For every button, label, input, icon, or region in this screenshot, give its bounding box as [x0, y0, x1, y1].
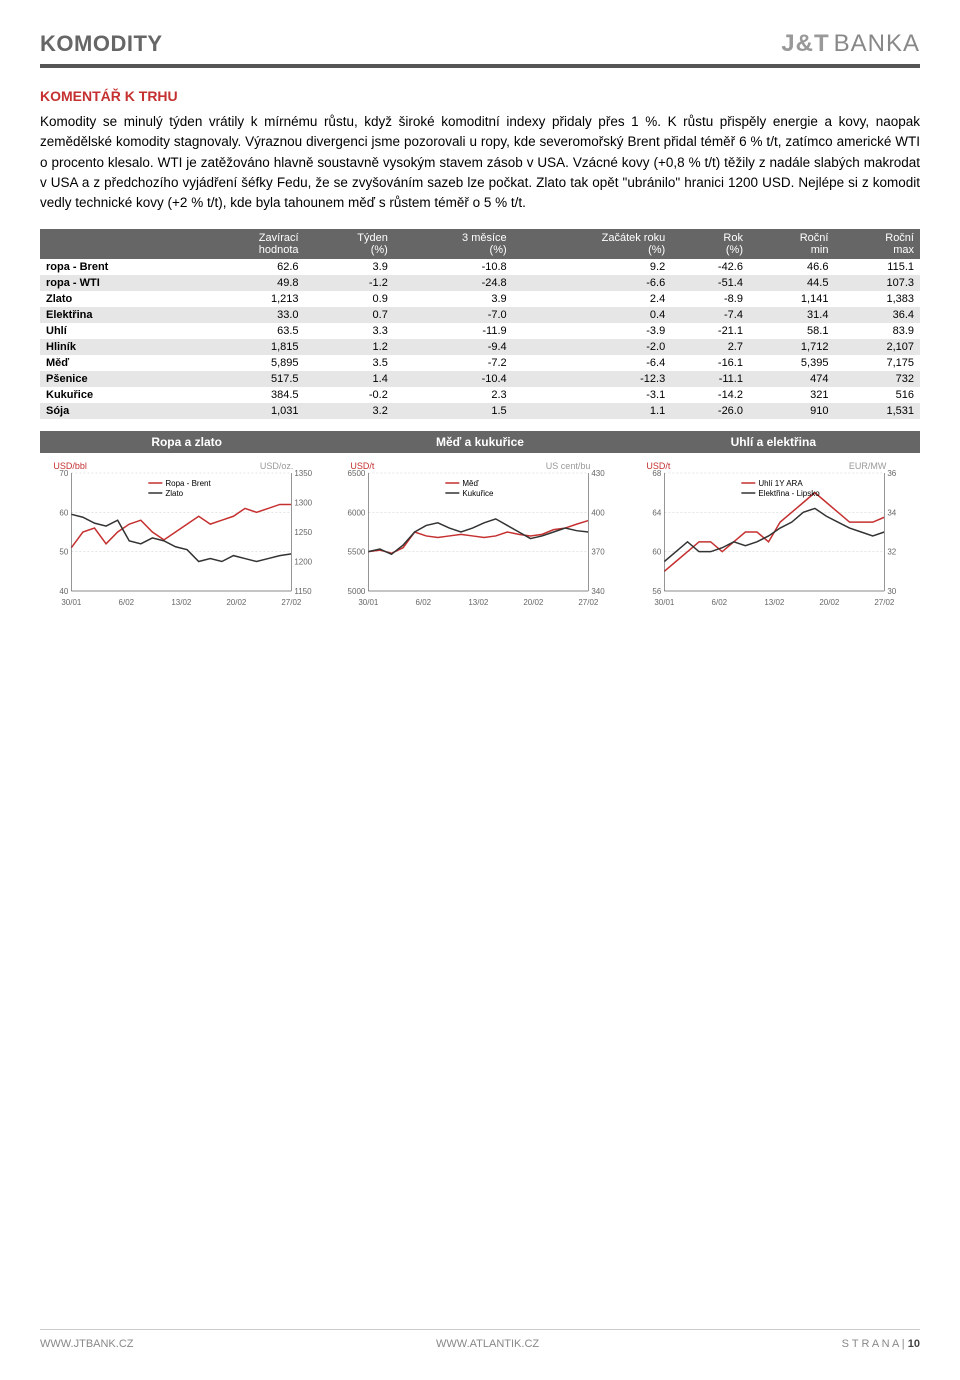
svg-text:USD/bbl: USD/bbl — [53, 461, 87, 471]
svg-text:1300: 1300 — [294, 499, 312, 508]
svg-text:34: 34 — [888, 509, 897, 518]
footer-page: S T R A N A | 10 — [842, 1338, 920, 1350]
svg-text:20/02: 20/02 — [523, 598, 544, 607]
page-header: KOMODITY J&TBANKA — [40, 30, 920, 68]
svg-text:400: 400 — [591, 509, 605, 518]
svg-text:30/01: 30/01 — [358, 598, 379, 607]
chart3: 566064683032343630/016/0213/0220/0227/02… — [633, 459, 920, 614]
svg-text:Ropa - Brent: Ropa - Brent — [165, 479, 211, 488]
table-row: Hliník1,8151.2-9.4-2.02.71,7122,107 — [40, 339, 920, 355]
charts-row: 405060701150120012501300135030/016/0213/… — [40, 459, 920, 614]
logo: J&TBANKA — [781, 30, 920, 58]
table-header: Ročnímin — [749, 229, 834, 259]
commodities-table: ZavíracíhodnotaTýden(%)3 měsíce(%)Začáte… — [40, 229, 920, 419]
table-row: Kukuřice384.5-0.22.3-3.1-14.2321516 — [40, 387, 920, 403]
svg-text:40: 40 — [59, 587, 68, 596]
chart2-title: Měď a kukuřice — [333, 431, 626, 453]
table-row: ropa - WTI49.8-1.2-24.8-6.6-51.444.5107.… — [40, 275, 920, 291]
chart3-title: Uhlí a elektřina — [627, 431, 920, 453]
logo-jt: J&T — [781, 30, 829, 57]
svg-text:13/02: 13/02 — [765, 598, 786, 607]
header-title: KOMODITY — [40, 31, 163, 57]
table-header: Týden(%) — [305, 229, 394, 259]
svg-text:6/02: 6/02 — [712, 598, 728, 607]
svg-text:27/02: 27/02 — [578, 598, 599, 607]
svg-text:USD/t: USD/t — [350, 461, 375, 471]
table-header: 3 měsíce(%) — [394, 229, 513, 259]
svg-text:27/02: 27/02 — [875, 598, 896, 607]
svg-text:340: 340 — [591, 587, 605, 596]
svg-text:6/02: 6/02 — [415, 598, 431, 607]
svg-text:20/02: 20/02 — [226, 598, 247, 607]
svg-text:60: 60 — [59, 509, 68, 518]
svg-text:30/01: 30/01 — [655, 598, 676, 607]
table-header: Ročnímax — [834, 229, 920, 259]
svg-text:EUR/MW: EUR/MW — [849, 461, 887, 471]
svg-text:USD/t: USD/t — [647, 461, 672, 471]
svg-text:13/02: 13/02 — [171, 598, 192, 607]
svg-text:USD/oz.: USD/oz. — [260, 461, 294, 471]
svg-text:64: 64 — [653, 509, 662, 518]
table-row: Zlato1,2130.93.92.4-8.91,1411,383 — [40, 291, 920, 307]
table-header: Začátek roku(%) — [513, 229, 672, 259]
svg-text:56: 56 — [653, 587, 662, 596]
svg-text:5000: 5000 — [347, 587, 365, 596]
svg-text:Kukuřice: Kukuřice — [462, 489, 494, 498]
svg-text:1150: 1150 — [294, 587, 312, 596]
chart1-title: Ropa a zlato — [40, 431, 333, 453]
table-header — [40, 229, 196, 259]
svg-text:Uhlí 1Y ARA: Uhlí 1Y ARA — [759, 479, 804, 488]
logo-banka: BANKA — [834, 30, 920, 57]
svg-text:1250: 1250 — [294, 528, 312, 537]
svg-text:370: 370 — [591, 548, 605, 557]
svg-text:30/01: 30/01 — [61, 598, 82, 607]
svg-text:Měď: Měď — [462, 479, 478, 488]
svg-text:6/02: 6/02 — [119, 598, 135, 607]
svg-text:430: 430 — [591, 469, 605, 478]
footer-url2: WWW.ATLANTIK.CZ — [436, 1338, 539, 1350]
table-header: Zavíracíhodnota — [196, 229, 305, 259]
table-row: Pšenice517.51.4-10.4-12.3-11.1474732 — [40, 371, 920, 387]
svg-text:US cent/bu: US cent/bu — [545, 461, 590, 471]
svg-text:32: 32 — [888, 548, 897, 557]
body-text: Komodity se minulý týden vrátily k mírné… — [40, 112, 920, 213]
table-row: Měď5,8953.5-7.2-6.4-16.15,3957,175 — [40, 355, 920, 371]
svg-text:1350: 1350 — [294, 469, 312, 478]
svg-text:5500: 5500 — [347, 548, 365, 557]
svg-text:20/02: 20/02 — [820, 598, 841, 607]
svg-text:6000: 6000 — [347, 509, 365, 518]
svg-text:13/02: 13/02 — [468, 598, 489, 607]
svg-text:60: 60 — [653, 548, 662, 557]
svg-text:50: 50 — [59, 548, 68, 557]
footer-url1: WWW.JTBANK.CZ — [40, 1338, 134, 1350]
table-header: Rok(%) — [671, 229, 749, 259]
table-row: Uhlí63.53.3-11.9-3.9-21.158.183.9 — [40, 323, 920, 339]
svg-text:30: 30 — [888, 587, 897, 596]
section-title: KOMENTÁŘ K TRHU — [40, 88, 920, 104]
chart2: 500055006000650034037040043030/016/0213/… — [337, 459, 624, 614]
svg-text:27/02: 27/02 — [281, 598, 302, 607]
chart1: 405060701150120012501300135030/016/0213/… — [40, 459, 327, 614]
charts-header: Ropa a zlato Měď a kukuřice Uhlí a elekt… — [40, 431, 920, 453]
footer: WWW.JTBANK.CZ WWW.ATLANTIK.CZ S T R A N … — [40, 1329, 920, 1350]
table-row: ropa - Brent62.63.9-10.89.2-42.646.6115.… — [40, 259, 920, 275]
svg-text:Zlato: Zlato — [165, 489, 183, 498]
svg-text:1200: 1200 — [294, 558, 312, 567]
table-row: Elektřina33.00.7-7.00.4-7.431.436.4 — [40, 307, 920, 323]
svg-text:Elektřina - Lipsko: Elektřina - Lipsko — [759, 489, 821, 498]
table-row: Sója1,0313.21.51.1-26.09101,531 — [40, 403, 920, 419]
svg-text:36: 36 — [888, 469, 897, 478]
